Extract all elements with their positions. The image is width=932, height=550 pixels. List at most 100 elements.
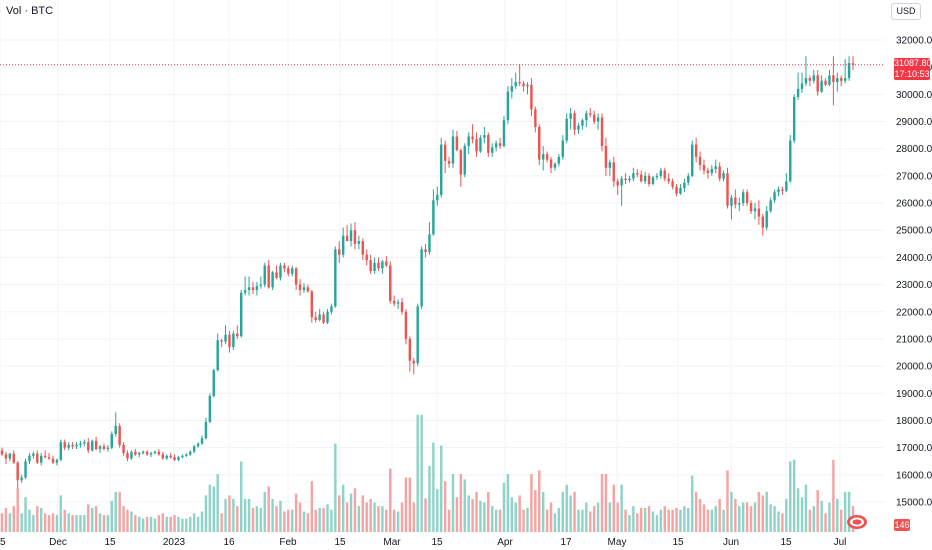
volume-bar xyxy=(392,509,396,532)
volume-bar xyxy=(212,486,215,532)
candle-body xyxy=(75,444,78,447)
candle-body xyxy=(694,144,698,157)
volume-bar xyxy=(530,474,533,532)
candle-body xyxy=(792,97,796,141)
volume-bar xyxy=(43,513,47,532)
volume-bar xyxy=(216,474,219,532)
candle-body xyxy=(538,126,541,160)
volume-bar xyxy=(400,502,404,532)
volume-bar xyxy=(581,509,584,532)
volume-bar xyxy=(98,513,102,532)
volume-bar xyxy=(353,488,357,532)
volume-bar xyxy=(443,481,447,532)
volume-bar xyxy=(706,509,710,532)
candle-body xyxy=(628,178,631,180)
x-tick-label: 2023 xyxy=(163,537,186,548)
volume-bar xyxy=(165,516,168,532)
volume-bar xyxy=(640,507,643,532)
currency-selector[interactable]: USD xyxy=(891,3,921,20)
candle-body xyxy=(310,291,314,318)
candle-body xyxy=(298,284,302,291)
volume-bar xyxy=(196,516,200,532)
x-tick-label: 17 xyxy=(560,537,572,548)
volume-bar xyxy=(302,511,306,532)
volume-bar xyxy=(675,507,678,532)
volume-bar xyxy=(561,491,565,532)
candle-body xyxy=(47,457,51,459)
y-tick-label: 19000.00 xyxy=(896,389,932,400)
volume-bar xyxy=(734,499,737,532)
volume-bar xyxy=(326,504,329,532)
candle-body xyxy=(287,268,290,274)
candle-body xyxy=(647,175,651,185)
volume-bar xyxy=(632,506,635,532)
candle-body xyxy=(683,182,686,189)
volume-bar xyxy=(432,442,435,532)
volume-bar xyxy=(643,507,647,532)
volume-bar xyxy=(663,506,666,532)
candle-body xyxy=(581,120,584,126)
volume-bar xyxy=(679,509,682,532)
volume-bar xyxy=(255,506,259,532)
candle-body xyxy=(785,181,788,191)
volume-bar xyxy=(832,459,835,532)
volume-bar xyxy=(424,498,427,532)
candle-body xyxy=(385,261,388,266)
volume-bar xyxy=(836,499,839,532)
volume-bar xyxy=(741,502,745,532)
volume-bar xyxy=(373,502,376,532)
volume-bar xyxy=(785,499,788,532)
candle-body xyxy=(714,166,717,170)
candle-body xyxy=(710,169,714,174)
candle-body xyxy=(412,360,415,364)
candle-body xyxy=(585,113,588,121)
volume-bar xyxy=(338,495,341,532)
candle-body xyxy=(63,442,66,448)
candle-body xyxy=(326,311,329,323)
candle-body xyxy=(165,455,168,459)
volume-bar xyxy=(765,491,768,532)
volume-bar xyxy=(671,509,674,532)
volume-bar xyxy=(467,495,470,532)
candle-body xyxy=(847,63,851,79)
volume-bar xyxy=(608,502,612,532)
volume-bar xyxy=(714,506,717,532)
candle-body xyxy=(789,140,792,182)
candle-body xyxy=(110,434,114,448)
candle-body xyxy=(302,287,306,291)
candle-body xyxy=(730,197,733,206)
volume-bar xyxy=(557,507,561,532)
candle-body xyxy=(804,78,808,84)
volume-bar xyxy=(408,477,412,532)
candle-body xyxy=(232,333,235,348)
candle-body xyxy=(153,451,157,454)
candle-body xyxy=(753,208,757,212)
volume-bar xyxy=(620,484,623,532)
candle-body xyxy=(769,200,772,212)
volume-bar xyxy=(130,511,133,532)
candle-body xyxy=(663,170,666,179)
candle-body xyxy=(259,284,263,286)
y-tick-label: 26000.00 xyxy=(896,199,932,210)
volume-bar xyxy=(753,502,757,532)
candle-body xyxy=(149,453,153,455)
volume-bar xyxy=(94,506,98,532)
candle-body xyxy=(428,234,431,252)
volume-bar xyxy=(483,502,486,532)
y-tick-label: 16000.00 xyxy=(896,470,932,481)
volume-bar xyxy=(106,515,110,532)
candle-body xyxy=(28,455,31,462)
volume-bar xyxy=(651,511,655,532)
volume-bar xyxy=(569,495,572,532)
candle-body xyxy=(530,84,533,110)
volume-bar xyxy=(404,477,408,532)
candle-body xyxy=(549,159,553,168)
candle-body xyxy=(534,109,537,127)
candle-body xyxy=(67,444,70,448)
candle-body xyxy=(255,285,259,291)
volume-bar xyxy=(820,500,823,532)
volume-bar xyxy=(185,518,188,532)
volume-bar xyxy=(812,506,815,532)
y-tick-label: 15000.00 xyxy=(896,498,932,509)
